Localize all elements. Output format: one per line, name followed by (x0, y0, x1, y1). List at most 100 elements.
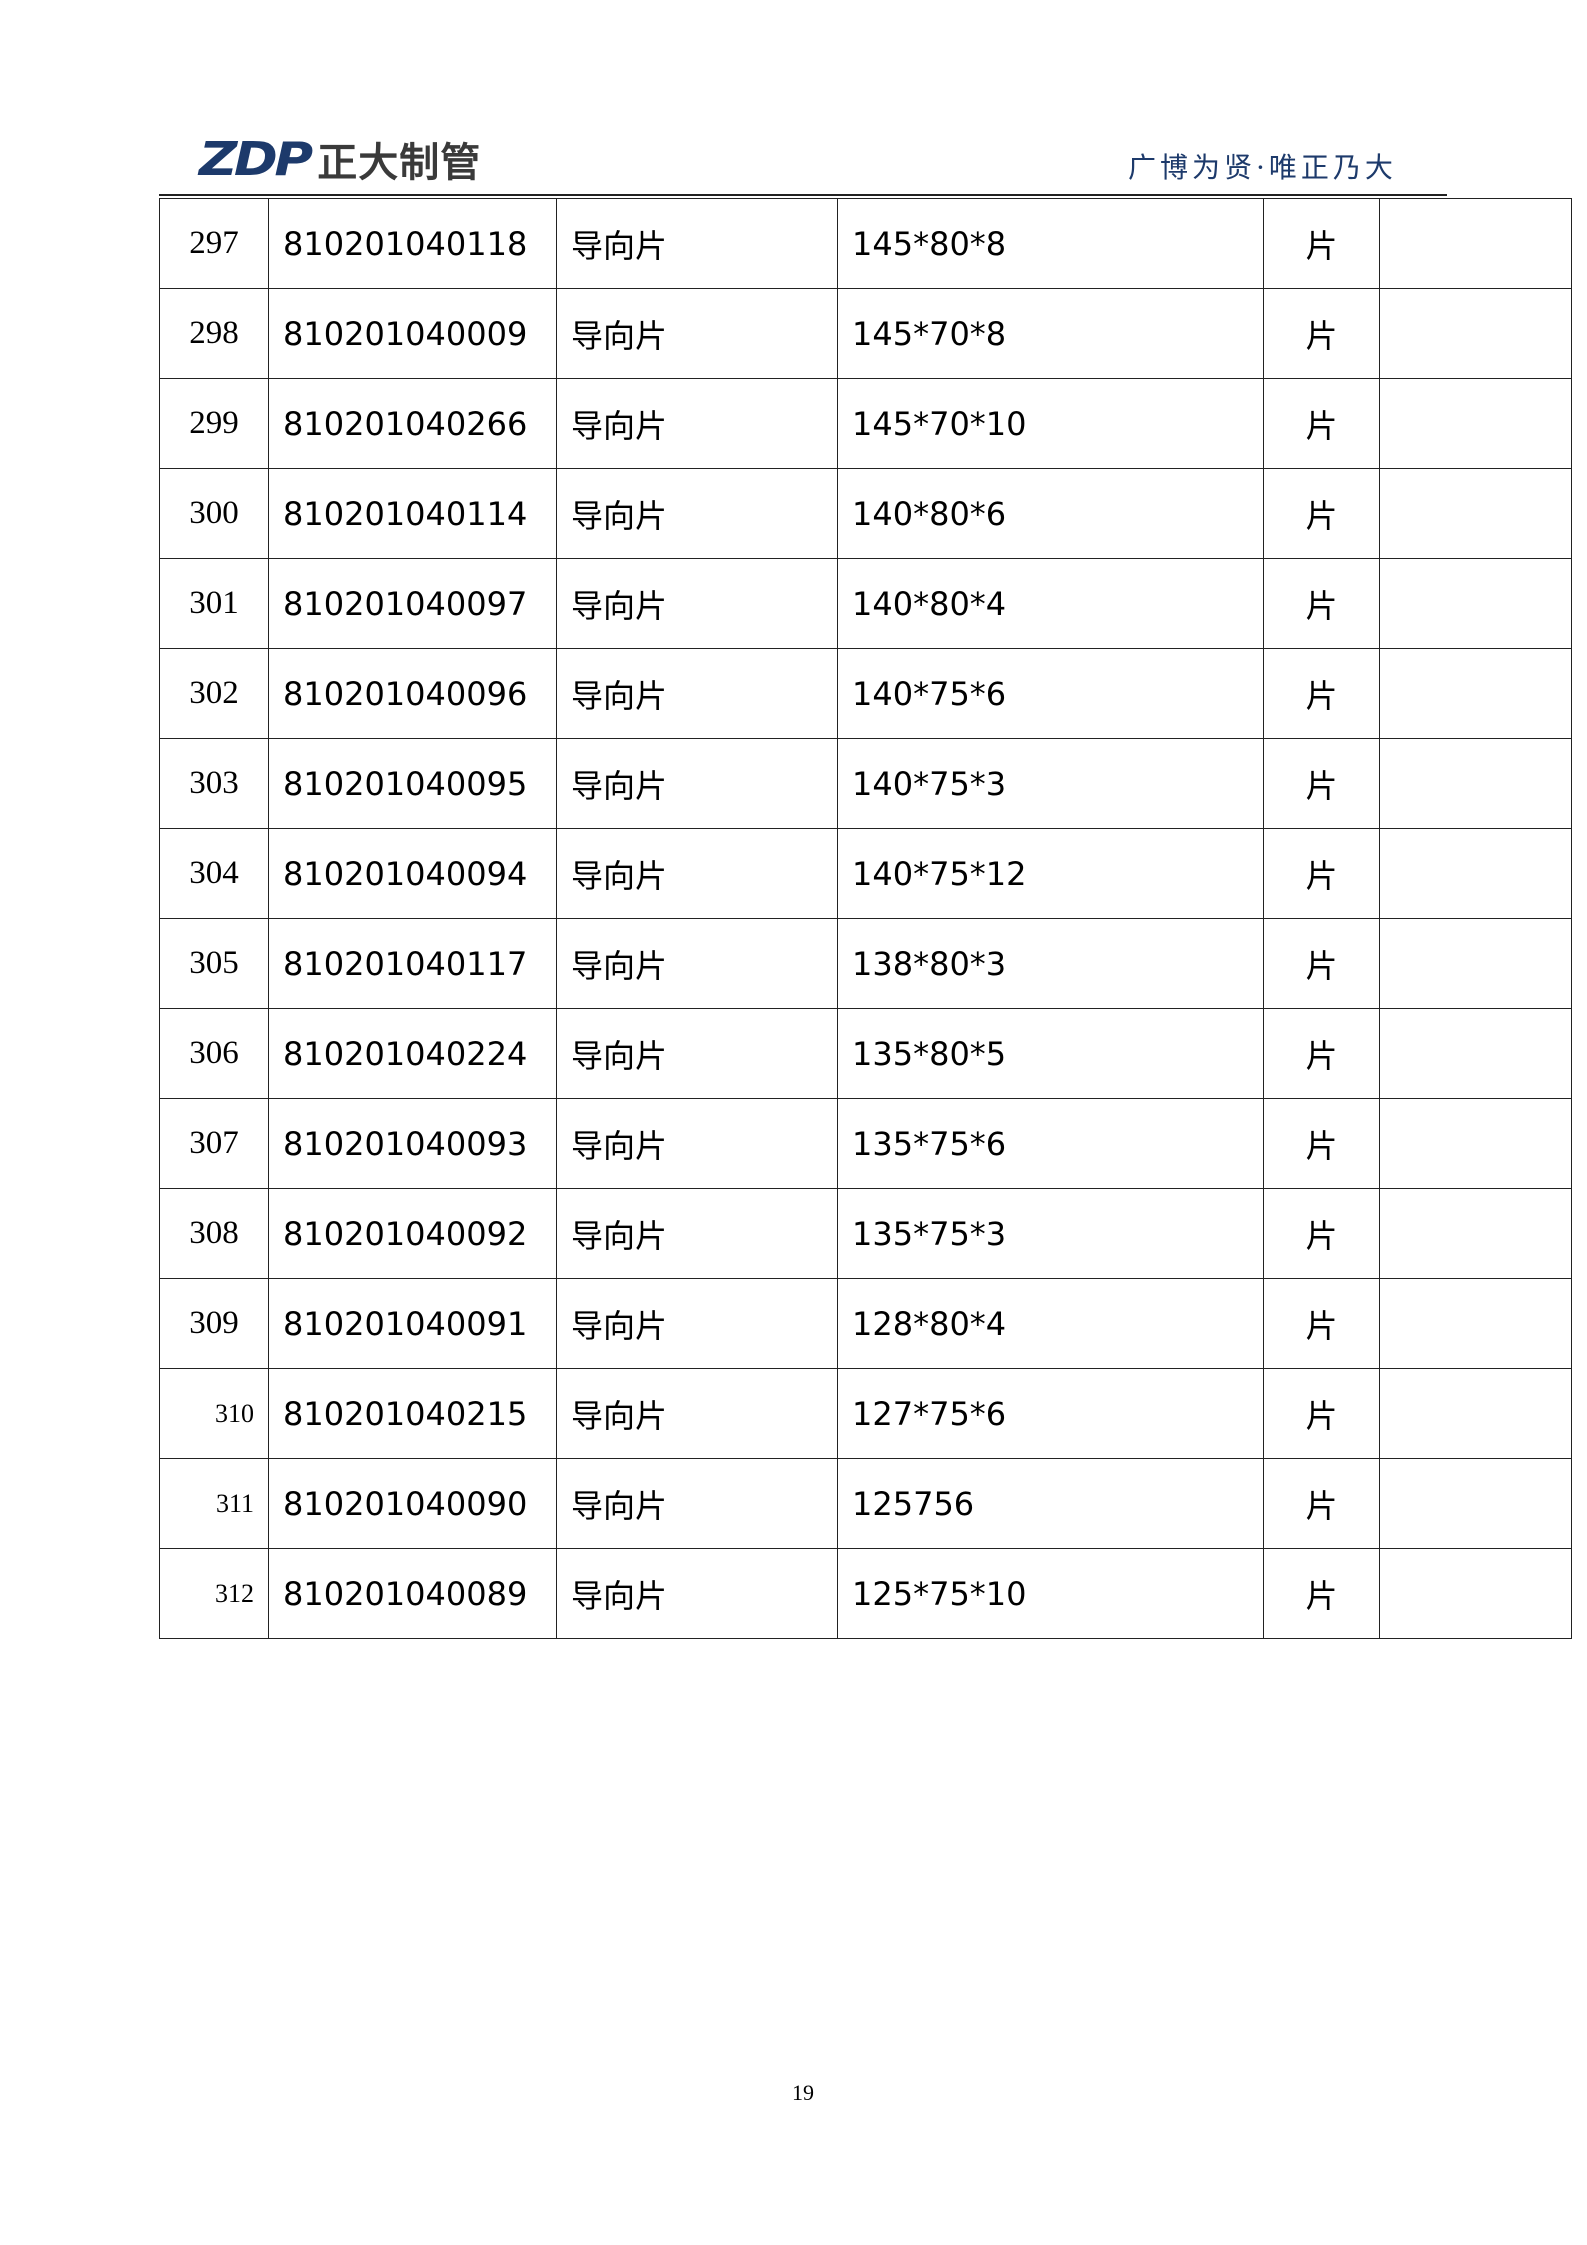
cell-extra (1379, 828, 1572, 919)
cell-extra (1379, 648, 1572, 739)
cell-no: 302 (159, 648, 269, 739)
cell-no: 306 (159, 1008, 269, 1099)
cell-no: 307 (159, 1098, 269, 1189)
cell-extra (1379, 1008, 1572, 1099)
cell-unit: 片 (1263, 1278, 1380, 1369)
cell-no: 301 (159, 558, 269, 649)
cell-spec: 140*75*12 (837, 828, 1264, 919)
cell-extra (1379, 1098, 1572, 1189)
cell-code: 810201040266 (268, 378, 557, 469)
cell-extra (1379, 558, 1572, 649)
cell-code: 810201040215 (268, 1368, 557, 1459)
company-logo: ZDP 正大制管 (199, 132, 481, 186)
cell-name: 导向片 (556, 468, 838, 559)
cell-unit: 片 (1263, 738, 1380, 829)
cell-name: 导向片 (556, 738, 838, 829)
table-row: 298 810201040009 导向片 145*70*8 片 (159, 288, 1572, 379)
cell-code: 810201040089 (268, 1548, 557, 1639)
cell-name: 导向片 (556, 1278, 838, 1369)
cell-no: 310 (159, 1368, 269, 1459)
cell-spec: 135*80*5 (837, 1008, 1264, 1099)
cell-unit: 片 (1263, 1008, 1380, 1099)
cell-spec: 135*75*3 (837, 1188, 1264, 1279)
cell-name: 导向片 (556, 1368, 838, 1459)
cell-spec: 140*75*3 (837, 738, 1264, 829)
cell-extra (1379, 1548, 1572, 1639)
logo-mark: ZDP (199, 132, 313, 186)
cell-extra (1379, 378, 1572, 469)
cell-extra (1379, 738, 1572, 829)
cell-code: 810201040096 (268, 648, 557, 739)
table-row: 307 810201040093 导向片 135*75*6 片 (159, 1098, 1572, 1189)
cell-no: 304 (159, 828, 269, 919)
page-number: 19 (792, 2080, 814, 2105)
header-divider (159, 194, 1447, 196)
cell-no: 311 (159, 1458, 269, 1549)
table-row: 310 810201040215 导向片 127*75*6 片 (159, 1368, 1572, 1459)
cell-no: 312 (159, 1548, 269, 1639)
table-row: 308 810201040092 导向片 135*75*3 片 (159, 1188, 1572, 1279)
cell-spec: 138*80*3 (837, 918, 1264, 1009)
cell-name: 导向片 (556, 1458, 838, 1549)
cell-unit: 片 (1263, 1188, 1380, 1279)
table-row: 305 810201040117 导向片 138*80*3 片 (159, 918, 1572, 1009)
cell-spec: 145*70*10 (837, 378, 1264, 469)
table-row: 300 810201040114 导向片 140*80*6 片 (159, 468, 1572, 559)
cell-extra (1379, 288, 1572, 379)
cell-extra (1379, 1368, 1572, 1459)
cell-unit: 片 (1263, 198, 1380, 289)
cell-code: 810201040118 (268, 198, 557, 289)
table-row: 301 810201040097 导向片 140*80*4 片 (159, 558, 1572, 649)
cell-no: 297 (159, 198, 269, 289)
cell-unit: 片 (1263, 468, 1380, 559)
cell-spec: 145*70*8 (837, 288, 1264, 379)
cell-extra (1379, 1278, 1572, 1369)
table-row: 302 810201040096 导向片 140*75*6 片 (159, 648, 1572, 739)
cell-name: 导向片 (556, 918, 838, 1009)
cell-name: 导向片 (556, 828, 838, 919)
cell-unit: 片 (1263, 378, 1380, 469)
cell-spec: 125756 (837, 1458, 1264, 1549)
table-row: 297 810201040118 导向片 145*80*8 片 (159, 198, 1572, 289)
cell-unit: 片 (1263, 558, 1380, 649)
cell-spec: 140*75*6 (837, 648, 1264, 739)
cell-code: 810201040090 (268, 1458, 557, 1549)
cell-name: 导向片 (556, 288, 838, 379)
cell-unit: 片 (1263, 1458, 1380, 1549)
cell-spec: 135*75*6 (837, 1098, 1264, 1189)
cell-extra (1379, 468, 1572, 559)
table-row: 306 810201040224 导向片 135*80*5 片 (159, 1008, 1572, 1099)
cell-name: 导向片 (556, 198, 838, 289)
cell-unit: 片 (1263, 1098, 1380, 1189)
cell-unit: 片 (1263, 288, 1380, 379)
cell-code: 810201040224 (268, 1008, 557, 1099)
cell-extra (1379, 1458, 1572, 1549)
cell-code: 810201040095 (268, 738, 557, 829)
cell-no: 299 (159, 378, 269, 469)
cell-unit: 片 (1263, 1548, 1380, 1639)
logo-text: 正大制管 (317, 140, 482, 186)
cell-unit: 片 (1263, 918, 1380, 1009)
cell-code: 810201040114 (268, 468, 557, 559)
cell-code: 810201040092 (268, 1188, 557, 1279)
cell-extra (1379, 1188, 1572, 1279)
table-row: 304 810201040094 导向片 140*75*12 片 (159, 828, 1572, 919)
cell-no: 305 (159, 918, 269, 1009)
cell-name: 导向片 (556, 648, 838, 739)
cell-no: 298 (159, 288, 269, 379)
cell-no: 309 (159, 1278, 269, 1369)
cell-unit: 片 (1263, 1368, 1380, 1459)
table-row: 303 810201040095 导向片 140*75*3 片 (159, 738, 1572, 829)
cell-code: 810201040091 (268, 1278, 557, 1369)
cell-spec: 125*75*10 (837, 1548, 1264, 1639)
cell-unit: 片 (1263, 828, 1380, 919)
cell-no: 308 (159, 1188, 269, 1279)
cell-extra (1379, 198, 1572, 289)
cell-spec: 128*80*4 (837, 1278, 1264, 1369)
cell-spec: 140*80*6 (837, 468, 1264, 559)
cell-unit: 片 (1263, 648, 1380, 739)
cell-name: 导向片 (556, 1008, 838, 1099)
cell-no: 300 (159, 468, 269, 559)
cell-name: 导向片 (556, 378, 838, 469)
cell-code: 810201040094 (268, 828, 557, 919)
